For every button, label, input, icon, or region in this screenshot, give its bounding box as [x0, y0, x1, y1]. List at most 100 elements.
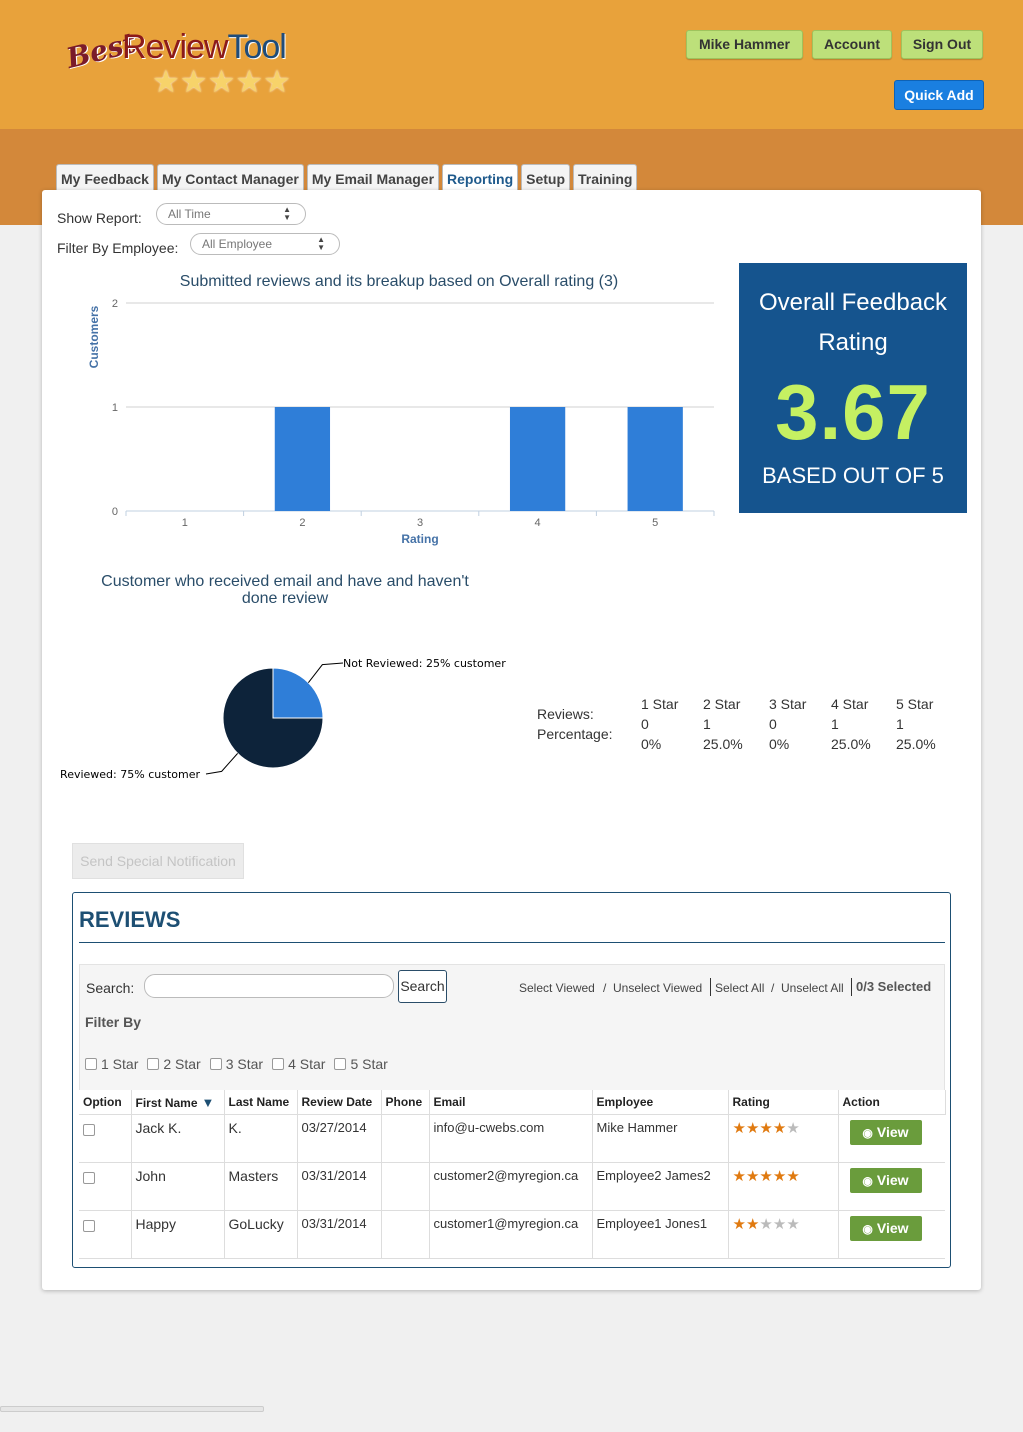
col-header-last-name[interactable]: Last Name	[224, 1090, 298, 1115]
view-review-button[interactable]: ◉ View	[849, 1168, 922, 1193]
stats-percentage-cell: 25.0%	[703, 736, 743, 752]
stats-percentage-cell: 0%	[641, 736, 662, 752]
tab-my-feedback[interactable]: My Feedback	[56, 164, 154, 190]
tab-my-contact-manager[interactable]: My Contact Manager	[156, 164, 304, 190]
employee-filter-select[interactable]: All Employee ▲ ▼	[190, 233, 340, 255]
star-filter-2[interactable]: 2 Star	[147, 1056, 201, 1072]
star-filled-icon: ★	[786, 1168, 800, 1185]
stats-label-cell: 1 Star	[641, 696, 679, 712]
col-header-label: Option	[83, 1095, 122, 1109]
star-filter-checkbox[interactable]	[147, 1058, 160, 1070]
show-report-select[interactable]: All Time ▲ ▼	[156, 203, 306, 225]
pie-slice-not-reviewed[interactable]	[272, 667, 324, 719]
stats-label-cell: 3 Star	[769, 696, 807, 712]
stats-label-cell: 2 Star	[703, 696, 741, 712]
eye-icon: ◉	[862, 1126, 873, 1140]
select-viewed-link[interactable]: Select Viewed	[519, 981, 595, 995]
star-filter-1[interactable]: 1 Star	[85, 1056, 138, 1072]
star-filled-icon: ★	[772, 1120, 787, 1137]
star-filled-icon: ★	[759, 1120, 773, 1137]
pie-slice-label: Reviewed: 75% customer	[60, 768, 200, 781]
col-header-employee[interactable]: Employee	[592, 1090, 729, 1115]
bar-rating-4[interactable]	[509, 407, 566, 511]
eye-icon: ◉	[862, 1222, 873, 1236]
tab-my-email-manager[interactable]: My Email Manager	[306, 164, 440, 190]
rating-cell: ★★★★★	[728, 1114, 839, 1163]
col-header-first-name[interactable]: First Name ▼	[131, 1090, 225, 1115]
view-review-button[interactable]: ◉ View	[849, 1216, 922, 1241]
phone-cell	[381, 1162, 430, 1211]
sign-out-button[interactable]: Sign Out	[901, 30, 983, 59]
view-review-button[interactable]: ◉ View	[849, 1120, 922, 1145]
phone-cell	[381, 1114, 430, 1163]
search-button[interactable]: Search	[398, 970, 447, 1003]
main-tabs: My Feedback My Contact Manager My Email …	[56, 164, 638, 190]
bar-chart: 0 1 2 1 2 3 4 5 Rating Customers	[87, 298, 715, 546]
star-filled-icon: ★	[732, 1216, 746, 1233]
employee-cell: Employee1 Jones1	[592, 1210, 729, 1259]
star-filter-label: 4 Star	[288, 1056, 326, 1072]
overall-rating-subtitle: BASED OUT OF 5	[762, 463, 944, 488]
employee-cell: Employee2 James2	[592, 1162, 729, 1211]
unselect-viewed-link[interactable]: Unselect Viewed	[613, 981, 703, 995]
send-special-notification-button[interactable]: Send Special Notification	[72, 843, 244, 879]
col-header-label: Employee	[596, 1095, 654, 1109]
tab-setup[interactable]: Setup	[521, 164, 571, 190]
link-separator: /	[603, 981, 607, 995]
star-empty-icon: ★	[759, 1216, 773, 1233]
stats-percentage-label: Percentage:	[537, 726, 613, 742]
bar-chart-x-tick: 4	[535, 517, 541, 529]
quick-add-button[interactable]: Quick Add	[894, 80, 984, 110]
user-name-button[interactable]: Mike Hammer	[686, 30, 803, 59]
star-filter-checkbox[interactable]	[272, 1058, 285, 1070]
col-header-review-date[interactable]: Review Date	[297, 1090, 382, 1115]
tab-training[interactable]: Training	[573, 164, 638, 190]
bar-chart-y-tick: 1	[112, 402, 118, 414]
unselect-all-link[interactable]: Unselect All	[781, 981, 844, 995]
reviews-table: Option First Name ▼ Last Name Review Date Pho…	[79, 1090, 946, 1259]
star-filled-icon: ★	[745, 1216, 760, 1233]
bar-rating-2[interactable]	[274, 407, 331, 511]
star-filter-checkbox[interactable]	[334, 1058, 347, 1070]
col-header-email[interactable]: Email	[429, 1090, 593, 1115]
bar-chart-title: Submitted reviews and its breakup based …	[179, 273, 619, 290]
search-input[interactable]	[144, 974, 394, 998]
star-filled-icon: ★	[772, 1168, 787, 1185]
employee-cell: Mike Hammer	[592, 1114, 729, 1163]
star-filter-checkbox[interactable]	[209, 1058, 222, 1070]
view-button-label: View	[876, 1124, 909, 1140]
view-button-label: View	[876, 1220, 909, 1236]
pie-slice-label: Not Reviewed: 25% customer	[343, 657, 506, 670]
header	[0, 0, 1023, 129]
logo[interactable]: Best ReviewTool ★★★★★	[63, 26, 326, 99]
star-filled-icon: ★	[732, 1168, 746, 1185]
row-select-checkbox[interactable]	[83, 1172, 95, 1185]
horizontal-scrollbar[interactable]	[0, 1406, 264, 1412]
table-row: Happy GoLucky 03/31/2014 customer1@myregion…	[79, 1210, 945, 1259]
star-filter-label: 1 Star	[101, 1056, 139, 1072]
bar-chart-y-tick: 2	[112, 298, 118, 310]
row-select-checkbox[interactable]	[83, 1124, 95, 1137]
star-filter-checkbox[interactable]	[85, 1058, 97, 1070]
row-select-checkbox[interactable]	[83, 1220, 95, 1233]
star-filter-4[interactable]: 4 Star	[272, 1056, 325, 1072]
star-filter-3[interactable]: 3 Star	[209, 1056, 263, 1072]
star-filter-group: 1 Star 2 Star 3 Star 4 Star 5 Star	[85, 1056, 388, 1072]
tab-reporting[interactable]: Reporting	[442, 164, 519, 190]
bar-rating-5[interactable]	[627, 407, 683, 511]
account-button[interactable]: Account	[812, 30, 892, 59]
view-button-label: View	[876, 1172, 909, 1188]
bar-chart-x-label: Rating	[401, 532, 438, 546]
star-empty-icon: ★	[772, 1216, 787, 1233]
select-all-link[interactable]: Select All	[715, 981, 765, 995]
stats-reviews-cell: 1	[703, 716, 711, 732]
col-header-rating[interactable]: Rating	[728, 1090, 839, 1115]
stats-reviews-cell: 0	[769, 716, 777, 732]
link-divider	[851, 978, 852, 996]
star-filter-5[interactable]: 5 Star	[334, 1056, 388, 1072]
overall-rating-value: 3.67	[775, 368, 931, 456]
sort-descending-icon[interactable]: ▼	[201, 1094, 215, 1110]
action-cell: ◉ View	[838, 1210, 945, 1259]
bar-chart-x-tick: 3	[417, 517, 423, 529]
last-name-cell: Masters	[224, 1162, 298, 1211]
